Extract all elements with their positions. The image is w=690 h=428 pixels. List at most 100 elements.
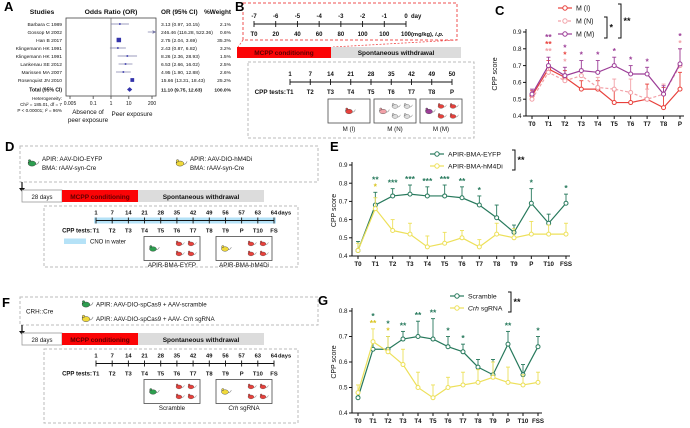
significance-stars: ** [430, 308, 437, 318]
virus-label: BMA: rAAV-syn-Cre [190, 165, 245, 172]
timeline-tick-label: P [240, 229, 244, 235]
or-marker [117, 47, 119, 49]
timeline-tick-label: 14 [125, 211, 132, 217]
axis-tick-label: 200 [148, 101, 157, 107]
days-suffix: days [278, 211, 291, 217]
timeline-tick-label: T4 [347, 90, 355, 96]
legend-label: M (M) [576, 31, 594, 38]
timeline-tick-label: 100 [379, 32, 390, 38]
left-arm-label: peer exposure [68, 117, 109, 124]
study-name: Lankenau SE 2012 [20, 62, 62, 68]
data-point [563, 200, 569, 206]
panel-a-forest-plot: A Studies Odds Ratio (OR) OR (95% CI) %Weig… [4, 0, 232, 140]
y-axis-title: CPP score [492, 57, 499, 90]
legend-label: Crh sgRNA [468, 305, 503, 312]
cpp-tests-label: CPP tests: [255, 89, 286, 96]
significance-stars: *** [440, 174, 451, 184]
legend-label: APIR-BMA-EYFP [448, 151, 501, 158]
panel-e-label: E [330, 139, 339, 154]
mouse-icon [175, 393, 185, 400]
x-tick-label: FSS [560, 261, 572, 268]
injection-box [242, 2, 458, 41]
mouse-icon [81, 314, 94, 322]
or-ci-value: 6.53 (2.66, 16.02) [161, 62, 200, 68]
mouse-icon [425, 107, 436, 114]
cno-label: CNO in water [90, 240, 126, 246]
x-tick-label: T8 [660, 121, 668, 128]
mouse-icon [221, 388, 232, 395]
x-tick-label: T7 [643, 121, 651, 128]
mouse-icon [379, 107, 390, 114]
or-marker [122, 71, 125, 73]
comparison-bracket [508, 291, 512, 313]
phase-label: MCPP conditioning [70, 194, 129, 201]
chart-legend: APIR-BMA-EYFP APIR-BMA-hM4Di ** [430, 149, 525, 171]
col-odds-ratio: Odds Ratio (OR) [85, 9, 138, 16]
weight-value: 2.5% [220, 62, 232, 68]
data-point [628, 71, 634, 77]
timeline-tick-label: 64 [271, 354, 278, 360]
mouse-icon [175, 250, 185, 257]
significance-stars: * [446, 326, 450, 336]
x-tick-label: T10 [543, 261, 554, 268]
x-tick-label: T5 [441, 261, 449, 268]
phase-bar [331, 47, 461, 58]
panel-c-cpp-chart: C 0.4 0.5 0.6 0.7 0.8 0.9 CPP score T0 T1 T2 T3 T4 T… [488, 0, 690, 140]
panel-f-crispr-timeline: F CRH::Cre APIR: AAV-DIO-spCas9 + AAV-scr… [2, 290, 328, 426]
legend-marker [434, 151, 440, 157]
significance-stars: * [536, 326, 540, 336]
data-point [372, 206, 378, 212]
data-point [628, 100, 634, 106]
significance-stars: ** [400, 320, 407, 330]
timeline-tick-label: T1 [93, 372, 101, 378]
or-marker [130, 78, 135, 82]
mouse-icon [149, 245, 160, 252]
timeline-tick-label: 14 [125, 354, 132, 360]
cre-line-label: CRH::Cre [26, 309, 54, 316]
x-axis: T0 T1 T2 T3 T4 T5 T6 T7 T8 P [526, 115, 684, 128]
data-point [370, 339, 376, 345]
legend-marker [562, 31, 568, 37]
panel-e-cpp-chart: E 0.4 0.5 0.6 0.7 0.8 0.9 CPP score T0 T1 T2 T3 T4 T… [330, 140, 592, 276]
data-point [460, 349, 466, 355]
forest-row: Gossop M 2002 246.46 (116.28, 522.36) 0.6% [27, 30, 231, 36]
mouse-icon [187, 250, 197, 257]
or-ci-value: 246.46 (116.28, 522.36) [161, 30, 213, 36]
panel-a-label: A [4, 0, 14, 14]
weight-value: 25.2% [217, 78, 232, 84]
or-marker [124, 63, 127, 65]
data-point [494, 231, 500, 237]
or-marker [116, 37, 122, 43]
significance-stars: * [461, 333, 465, 343]
phase-label: MCPP conditioning [254, 50, 313, 57]
forest-row: Barbara C 1989 3.13 (0.97, 10.15) 2.1% [27, 22, 231, 28]
data-point [511, 235, 517, 241]
significance-stars: * [678, 31, 682, 41]
x-tick-label: T9 [510, 261, 518, 268]
timeline-tick-label: T10 [253, 372, 263, 378]
panel-b-label: B [235, 0, 245, 14]
series [355, 328, 541, 401]
y-tick-label: 0.4 [339, 410, 348, 417]
timeline-tick-label: T5 [367, 90, 375, 96]
panel-g-label: G [318, 293, 329, 308]
x-tick-label: T0 [528, 121, 536, 128]
virus-label: APIR: AAV-DIO-EYFP [42, 156, 102, 163]
data-point [595, 69, 601, 75]
legend-marker [434, 163, 440, 169]
timeline-tick-label: T6 [174, 229, 182, 235]
left-arm-label: Absence of [72, 109, 104, 116]
data-point [628, 89, 634, 95]
timeline-tick-label: 28 [368, 72, 375, 78]
days-suffix: days [278, 354, 291, 360]
mouse-icon [403, 113, 413, 119]
significance-stars: * [645, 56, 649, 66]
significance-stars: * [613, 46, 617, 56]
x-tick-label: T3 [399, 418, 407, 425]
mouse-icon [259, 383, 269, 390]
timeline-tick-label: 100 [358, 32, 369, 38]
data-point [355, 395, 361, 401]
timeline-tick-label: T10 [253, 229, 263, 235]
